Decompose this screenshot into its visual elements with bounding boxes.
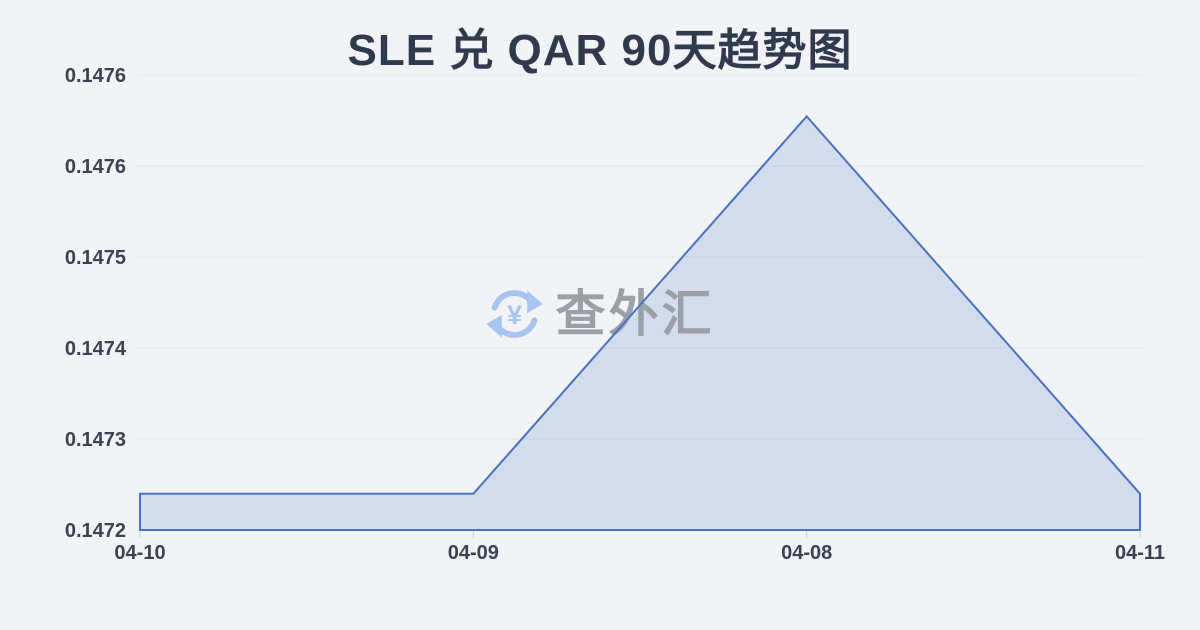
area-outline [140,116,1140,530]
chart-title: SLE 兑 QAR 90天趋势图 [0,14,1200,78]
chart-line-overlay [0,0,1200,630]
